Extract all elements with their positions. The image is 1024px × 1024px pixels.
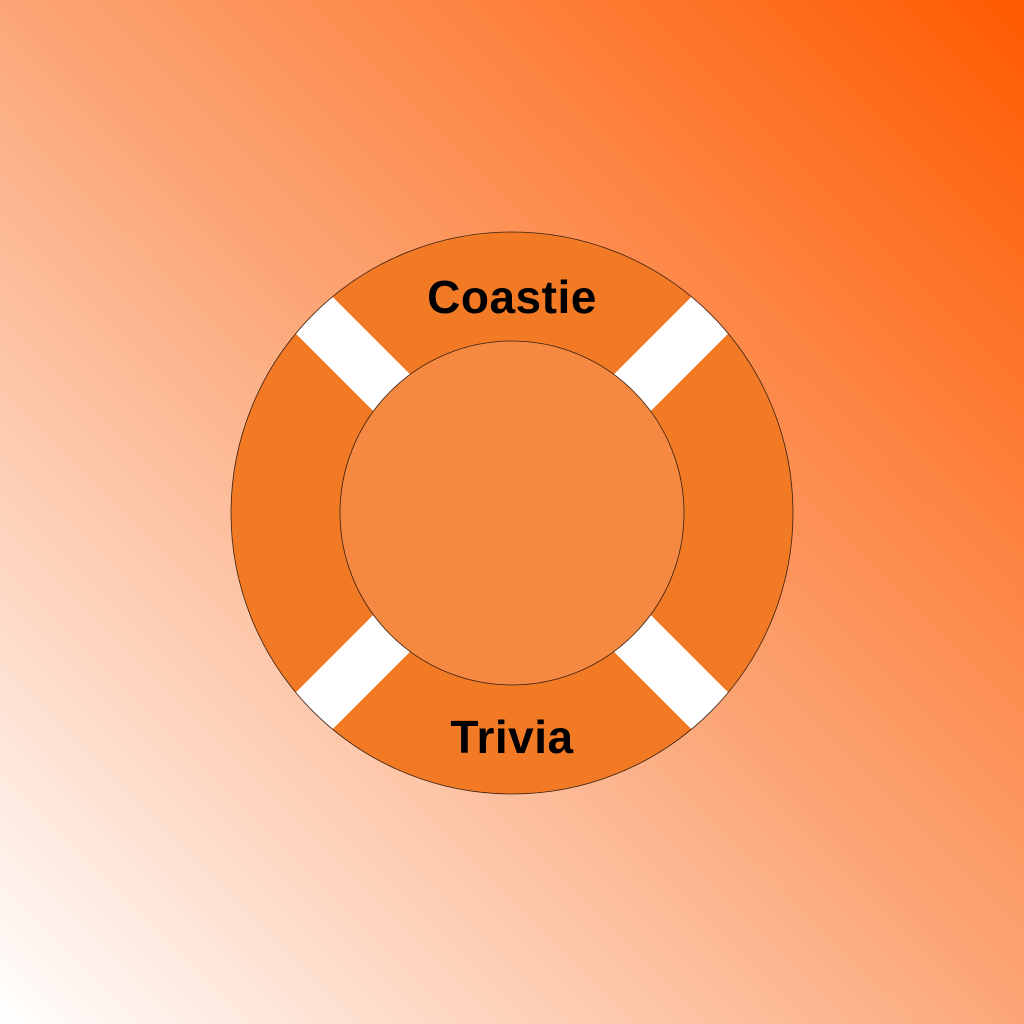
logo-top-word: Coastie <box>427 271 597 323</box>
logo-bottom-word: Trivia <box>450 711 574 763</box>
lifebuoy-stripes <box>281 282 743 744</box>
